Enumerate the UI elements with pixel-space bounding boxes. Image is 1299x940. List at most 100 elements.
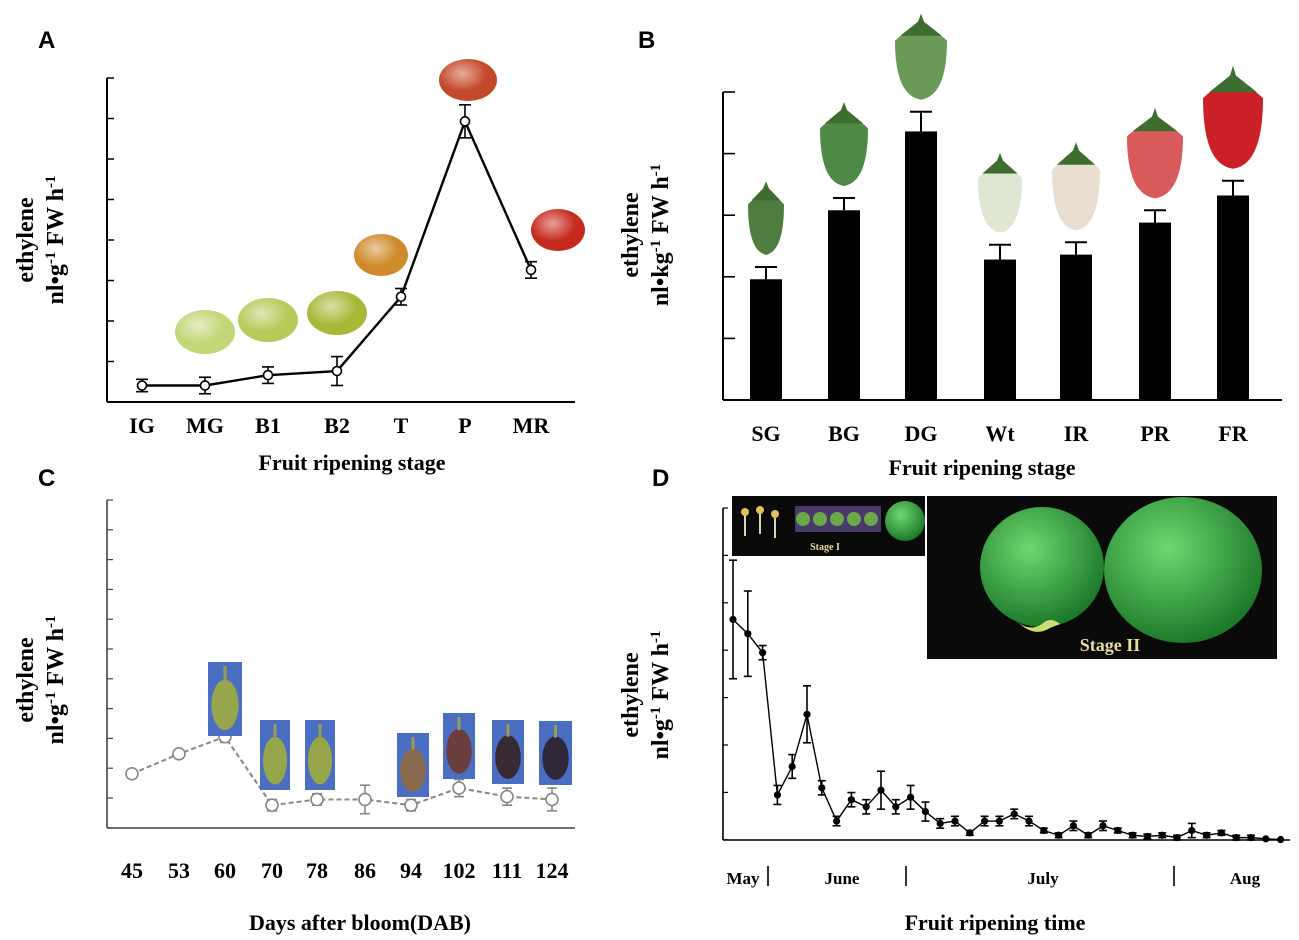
x-tick-label: 124 — [536, 858, 569, 883]
data-point — [921, 807, 930, 816]
bar — [828, 210, 860, 400]
panel-letter-c: C — [38, 465, 55, 492]
bar — [750, 279, 782, 400]
data-point — [136, 380, 148, 391]
data-point — [265, 798, 279, 812]
data-point — [125, 767, 139, 781]
x-month-label: July — [1027, 869, 1059, 888]
data-point — [966, 829, 974, 837]
data-point — [818, 784, 826, 792]
fruitlet-icon — [864, 512, 878, 526]
x-axis-title: Fruit ripening stage — [259, 450, 446, 475]
data-point — [1114, 826, 1122, 835]
fruitlet-icon — [847, 512, 861, 526]
data-point — [525, 264, 537, 276]
grape-green-icon — [308, 736, 332, 785]
x-tick-label: IR — [1064, 421, 1090, 446]
panel-d-citrus-chart: May June July Aug Fruit ripening time ethylen… — [618, 496, 1290, 935]
data-point — [1069, 822, 1077, 830]
tomato-highlight — [354, 234, 408, 276]
x-tick-label: 70 — [261, 858, 283, 883]
strawberry-big-green-icon — [820, 116, 868, 186]
x-tick-label: 45 — [121, 858, 143, 883]
panel-letter-a: A — [38, 27, 55, 54]
data-point — [500, 789, 514, 804]
bar — [905, 131, 937, 400]
fruitlet-icon — [796, 512, 810, 526]
data-point — [1143, 832, 1151, 841]
data-point — [981, 817, 989, 825]
data-point — [545, 792, 559, 807]
flower-icon — [756, 506, 764, 514]
strawberry-initial-red-icon — [1052, 157, 1100, 231]
tomato-highlight — [238, 298, 298, 342]
x-tick-label: IG — [129, 413, 155, 438]
strawberry-calyx — [751, 181, 781, 201]
x-tick-label: 86 — [354, 858, 376, 883]
data-point — [951, 817, 959, 825]
data-point — [331, 365, 343, 377]
data-point — [995, 817, 1004, 825]
x-tick-label: PR — [1140, 421, 1170, 446]
panel-letter-d: D — [652, 465, 669, 492]
y-axis-title-line1: ethylene — [618, 192, 644, 278]
data-point — [404, 798, 418, 812]
x-tick-label: MG — [186, 413, 224, 438]
citrus-small-icon — [885, 501, 925, 541]
bar — [984, 259, 1016, 400]
x-month-label: May — [726, 869, 760, 888]
fruitlet-icon — [813, 512, 827, 526]
data-point — [759, 649, 767, 657]
data-point — [1010, 810, 1018, 818]
grape-dark-icon — [495, 735, 521, 779]
data-point — [452, 781, 466, 795]
strawberry-full-red-icon — [1203, 83, 1263, 169]
x-tick-label: 78 — [306, 858, 328, 883]
panel-b-strawberry-chart: SG BG DG Wt IR PR FR Fruit ripening stage ethyle… — [618, 13, 1282, 480]
inset-stage-2: Stage II — [927, 496, 1277, 659]
x-tick-label: MR — [513, 413, 551, 438]
tomato-highlight — [175, 310, 235, 354]
data-point — [395, 291, 407, 303]
x-tick-label: 53 — [168, 858, 190, 883]
panel-letter-b: B — [638, 27, 655, 54]
data-point — [744, 630, 752, 638]
x-axis-title: Fruit ripening time — [905, 910, 1086, 935]
x-tick-label: BG — [828, 421, 860, 446]
data-point — [1025, 817, 1033, 825]
data-point — [1055, 831, 1063, 839]
data-point — [1277, 835, 1285, 844]
y-axis-title-line2: nl•g-1 FW h-1 — [648, 631, 674, 760]
strawberry-degreening-icon — [895, 28, 947, 100]
y-axis-title-line2: nl•g-1 FW h-1 — [43, 176, 69, 305]
data-point — [1099, 822, 1107, 830]
citrus-large-icon — [1104, 497, 1262, 643]
flower-icon — [741, 508, 749, 516]
data-point — [936, 819, 944, 828]
strawberry-calyx — [1056, 142, 1096, 165]
strawberry-small-green-icon — [748, 194, 784, 255]
strawberry-calyx — [824, 101, 864, 124]
data-point — [1262, 835, 1270, 843]
strawberry-calyx — [900, 13, 942, 36]
data-point — [1084, 831, 1092, 839]
fruitlet-icon — [830, 512, 844, 526]
x-tick-label: 60 — [214, 858, 236, 883]
bar — [1139, 222, 1171, 400]
panel-a-tomato-chart: IG MG B1 B2 T P MR Fruit ripening stage ethylene… — [13, 59, 585, 475]
strawberry-partial-red-icon — [1127, 123, 1183, 199]
inset-stage-2-label: Stage II — [1080, 635, 1141, 655]
strawberry-calyx — [1209, 65, 1257, 93]
data-point — [1203, 831, 1211, 839]
data-point — [1173, 834, 1181, 842]
data-point — [773, 791, 782, 799]
strawberry-white-icon — [978, 166, 1022, 233]
x-tick-label: P — [458, 413, 471, 438]
x-tick-label: 102 — [443, 858, 476, 883]
data-point — [877, 786, 885, 794]
citrus-medium-icon — [980, 507, 1104, 627]
